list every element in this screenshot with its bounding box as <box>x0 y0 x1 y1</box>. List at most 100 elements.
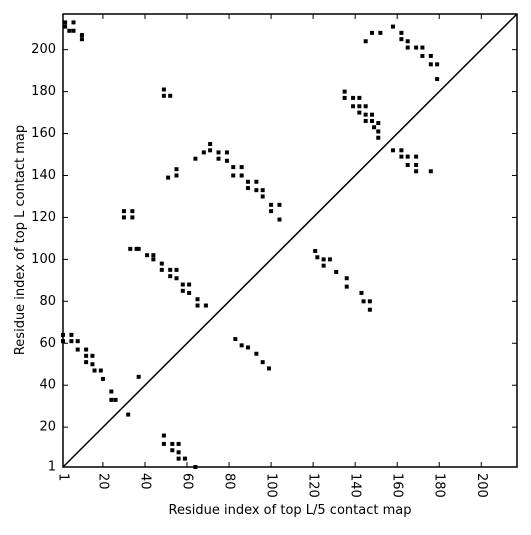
contact-point <box>420 45 425 50</box>
contact-point <box>363 39 368 44</box>
x-tick-label: 40 <box>137 473 152 490</box>
contact-point <box>71 20 76 25</box>
contact-point <box>193 156 198 161</box>
x-axis-label: Residue index of top L/5 contact map <box>169 503 412 518</box>
contact-point <box>369 118 374 123</box>
x-tick-label: 20 <box>95 473 110 490</box>
contact-point <box>367 299 372 304</box>
contact-point <box>260 188 265 193</box>
contact-point <box>134 246 139 251</box>
x-tick-label: 140 <box>348 473 363 498</box>
contact-point <box>428 53 433 58</box>
y-tick-label: 120 <box>31 210 56 225</box>
contact-point <box>75 339 80 344</box>
contact-point <box>405 39 410 44</box>
contact-point <box>361 299 366 304</box>
contact-point <box>369 112 374 117</box>
contact-point <box>63 24 68 29</box>
contact-point <box>233 337 238 342</box>
contact-point <box>130 215 135 220</box>
x-tick-label: 200 <box>474 473 489 498</box>
contact-point <box>342 89 347 94</box>
contact-point <box>376 135 381 140</box>
y-axis-label: Residue index of top L contact map <box>13 125 28 355</box>
contact-point <box>239 343 244 348</box>
contact-point <box>414 45 419 50</box>
contact-point <box>344 276 349 281</box>
contact-point <box>376 129 381 134</box>
y-tick-label: 140 <box>31 168 56 183</box>
contact-point <box>245 179 250 184</box>
contact-point <box>390 24 395 29</box>
y-tick-label: 20 <box>39 420 56 435</box>
contact-point <box>399 37 404 42</box>
contact-point <box>113 397 118 402</box>
contact-point <box>269 202 274 207</box>
x-tick-label: 100 <box>264 473 279 498</box>
contact-point <box>414 154 419 159</box>
contact-point <box>174 167 179 172</box>
contact-point <box>84 347 89 352</box>
contact-point <box>435 62 440 67</box>
contact-point <box>136 246 141 251</box>
contact-point <box>260 360 265 365</box>
y-tick-label: 200 <box>31 42 56 57</box>
y-tick-label: 60 <box>39 336 56 351</box>
contact-point <box>269 209 274 214</box>
x-tick-label: 1 <box>56 473 71 481</box>
contact-point <box>180 288 185 293</box>
contact-point <box>254 179 259 184</box>
contact-point <box>224 150 229 155</box>
contact-point <box>121 215 126 220</box>
x-tick-label: 120 <box>306 473 321 498</box>
contact-point <box>414 163 419 167</box>
plot-frame <box>62 13 518 468</box>
contact-point <box>254 351 259 356</box>
contact-point <box>277 202 282 207</box>
contact-point <box>216 150 221 155</box>
contact-point <box>195 303 200 308</box>
contact-point <box>69 339 74 344</box>
contact-point <box>435 77 440 82</box>
contact-point <box>321 257 326 262</box>
contact-point <box>342 95 347 100</box>
contact-point <box>245 186 250 191</box>
y-tick-label: 180 <box>31 84 56 99</box>
contact-point <box>245 345 250 350</box>
contact-point <box>357 110 362 115</box>
x-tick-label: 60 <box>180 473 195 490</box>
contact-point <box>180 282 185 287</box>
contact-point <box>166 175 171 180</box>
contact-point <box>372 125 377 130</box>
contact-point <box>75 347 80 352</box>
contact-point <box>399 30 404 35</box>
contact-point <box>159 267 164 272</box>
contact-point <box>109 389 114 394</box>
y-tick-label: 40 <box>39 378 56 393</box>
contact-point <box>369 30 374 35</box>
contact-point <box>351 104 356 109</box>
contact-point <box>121 209 126 214</box>
contact-point <box>176 450 181 455</box>
contact-point <box>367 307 372 312</box>
contact-point <box>428 169 433 174</box>
y-tick-label: 160 <box>31 126 56 141</box>
y-tick-label: 1 <box>48 460 56 475</box>
contact-point <box>161 93 166 98</box>
contact-point <box>428 62 433 67</box>
x-tick-label: 160 <box>390 473 405 498</box>
contact-point <box>61 339 65 344</box>
contact-point <box>224 158 229 163</box>
contact-point <box>174 276 179 281</box>
contact-point <box>203 303 208 308</box>
contact-point <box>170 448 175 453</box>
contact-point <box>130 209 135 214</box>
contact-point <box>61 332 65 337</box>
contact-point <box>260 194 265 199</box>
contact-point <box>79 37 84 42</box>
y-tick-label: 100 <box>31 252 56 267</box>
contact-point <box>313 248 318 253</box>
contact-point <box>161 441 166 446</box>
contact-point <box>126 412 131 417</box>
contact-point <box>69 332 74 337</box>
